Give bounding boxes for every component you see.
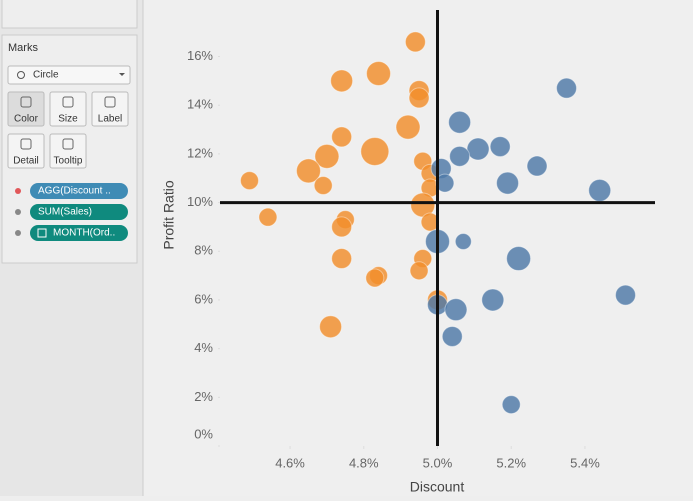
pill[interactable] xyxy=(30,204,128,220)
circle-icon xyxy=(17,71,25,79)
data-point[interactable] xyxy=(331,216,353,238)
x-tick-label: 5.2% xyxy=(496,455,526,470)
data-point[interactable] xyxy=(526,155,548,177)
y-tick-label: 6% xyxy=(194,291,213,306)
x-tick-label: 5.0% xyxy=(423,455,453,470)
data-point[interactable] xyxy=(441,325,463,347)
mark-button[interactable] xyxy=(91,91,129,127)
data-point[interactable] xyxy=(331,126,353,148)
button-icon xyxy=(104,96,116,108)
chart: 0% 2% 4% 6% 8% 10% 12% 14% 16% 4.6% 4.8% 5.0% 5.2% 5.… xyxy=(161,10,655,495)
data-point[interactable] xyxy=(239,171,259,191)
data-point[interactable] xyxy=(295,158,321,184)
data-point[interactable] xyxy=(360,136,390,166)
y-tick-label: 0% xyxy=(194,426,213,441)
button-icon xyxy=(62,96,74,108)
data-point[interactable] xyxy=(435,173,455,193)
y-tick-label: 12% xyxy=(187,145,213,160)
mark-type-dropdown[interactable] xyxy=(7,65,131,85)
mark-type: Circle xyxy=(33,70,59,81)
data-point[interactable] xyxy=(404,31,426,53)
mark-button[interactable] xyxy=(49,133,87,169)
pill-icon xyxy=(15,209,21,215)
data-point[interactable] xyxy=(314,143,340,169)
data-point[interactable] xyxy=(409,261,429,281)
marks-title: Marks xyxy=(8,42,38,54)
x-tick-label: 4.6% xyxy=(275,455,305,470)
data-point[interactable] xyxy=(496,171,520,195)
data-point[interactable] xyxy=(330,69,354,93)
button-icon xyxy=(20,96,32,108)
data-point[interactable] xyxy=(481,288,505,312)
data-point[interactable] xyxy=(448,110,472,134)
data-point[interactable] xyxy=(466,137,490,161)
button-label: Size xyxy=(58,114,78,125)
data-point[interactable] xyxy=(556,77,578,99)
pill-plus-icon xyxy=(37,228,47,238)
data-point[interactable] xyxy=(365,268,385,288)
pill-label: SUM(Sales) xyxy=(38,207,92,218)
y-tick-label: 16% xyxy=(187,48,213,63)
pill[interactable] xyxy=(30,225,128,241)
pill-icon xyxy=(15,188,21,194)
sidebar: Marks Circle Color Size Label Detail Tooltip… xyxy=(0,0,144,496)
data-point[interactable] xyxy=(489,136,511,158)
data-point[interactable] xyxy=(454,233,472,251)
button-label: Label xyxy=(98,114,122,125)
data-point[interactable] xyxy=(444,298,468,322)
data-point[interactable] xyxy=(313,176,333,196)
y-tick-label: 4% xyxy=(194,340,213,355)
button-label: Tooltip xyxy=(54,156,83,167)
y-tick-label: 8% xyxy=(194,243,213,258)
y-tick-label: 2% xyxy=(194,389,213,404)
shelf-card xyxy=(1,0,138,29)
button-label: Detail xyxy=(13,156,39,167)
data-point[interactable] xyxy=(331,248,353,270)
mark-button[interactable] xyxy=(49,91,87,127)
button-icon xyxy=(62,138,74,150)
data-point[interactable] xyxy=(258,207,278,227)
button-label: Color xyxy=(14,114,39,125)
x-tick-label: 4.8% xyxy=(349,455,379,470)
data-point[interactable] xyxy=(506,246,532,272)
mark-button[interactable] xyxy=(7,133,45,169)
pill-icon xyxy=(15,230,21,236)
x-axis-title: Discount xyxy=(410,479,465,495)
y-tick-label: 10% xyxy=(187,194,213,209)
data-point[interactable] xyxy=(615,284,637,306)
y-axis-title: Profit Ratio xyxy=(161,180,177,249)
data-point[interactable] xyxy=(366,61,392,87)
data-point[interactable] xyxy=(408,87,430,109)
x-tick-label: 5.4% xyxy=(570,455,600,470)
data-point[interactable] xyxy=(319,315,343,339)
data-point[interactable] xyxy=(501,395,521,415)
pill-label: MONTH(Ord.. xyxy=(53,228,115,239)
button-icon xyxy=(20,138,32,150)
data-point[interactable] xyxy=(395,114,421,140)
data-point[interactable] xyxy=(420,212,440,232)
pill-label: AGG(Discount .. xyxy=(38,186,111,197)
dropdown-arrow xyxy=(119,73,125,76)
mark-button[interactable] xyxy=(7,91,45,127)
y-tick-label: 14% xyxy=(187,97,213,112)
data-point[interactable] xyxy=(588,178,612,202)
data-point[interactable] xyxy=(449,145,471,167)
pill[interactable] xyxy=(30,183,128,199)
